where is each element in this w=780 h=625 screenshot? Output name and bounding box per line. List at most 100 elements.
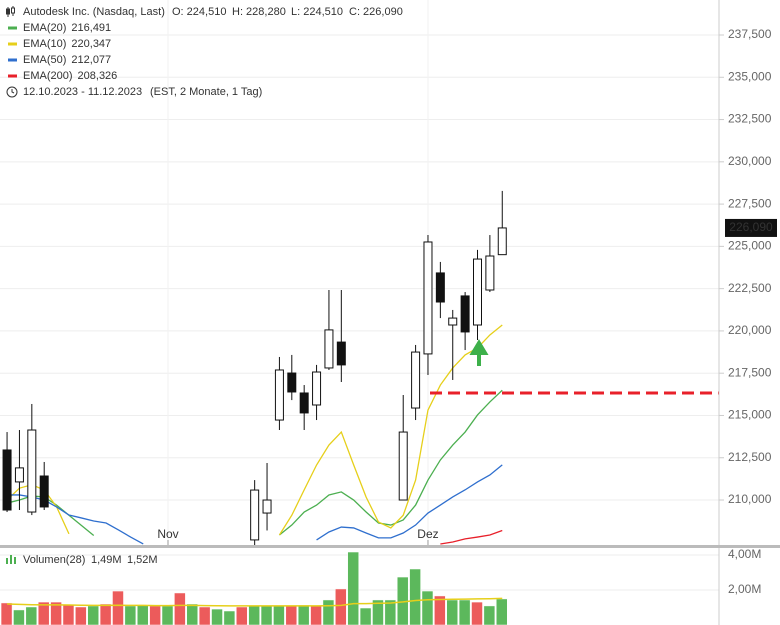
volume-bar <box>211 608 223 625</box>
candle-body <box>250 489 260 541</box>
last-price-label: 226,090 <box>729 220 773 234</box>
panel-separator <box>0 545 780 548</box>
legend-name: EMA(200) <box>23 70 73 82</box>
candle-body <box>27 429 37 513</box>
volume-bar <box>149 605 161 625</box>
volume-bar <box>174 592 186 625</box>
grid <box>0 0 719 591</box>
volume-bar <box>458 599 471 625</box>
candle-body <box>39 475 49 508</box>
volume-bar <box>335 588 347 625</box>
volume-icon <box>6 555 16 564</box>
candle-body <box>324 329 334 369</box>
quote: L: 224,510 <box>291 6 343 18</box>
candle-body <box>460 295 470 333</box>
legend-name: EMA(10) <box>23 38 66 50</box>
last-price-tag <box>725 218 777 237</box>
y-tick-label: 227,500 <box>728 196 772 210</box>
volume-bar <box>25 606 38 625</box>
ema-line <box>6 484 70 535</box>
quote: H: 228,280 <box>232 6 286 18</box>
volume-bar <box>124 605 137 625</box>
volume-bar <box>310 605 322 625</box>
candle-body <box>299 392 309 414</box>
candle-body <box>497 227 507 256</box>
date-range: 12.10.2023 - 11.12.2023 <box>23 86 142 98</box>
volume-bar <box>471 601 483 625</box>
ema-line <box>440 529 503 545</box>
y-tick-label: 222,500 <box>728 281 772 295</box>
x-tick-label: Nov <box>157 527 178 541</box>
candle-body <box>14 467 24 483</box>
volume-bar <box>322 599 335 625</box>
volume-name: Volumen(28) <box>23 554 85 566</box>
legend-value: 212,077 <box>71 54 111 66</box>
y-tick-label: 220,000 <box>728 323 772 337</box>
y-tick-label: 230,000 <box>728 154 772 168</box>
volume-bar <box>297 604 310 625</box>
ema-line <box>278 324 503 536</box>
candle-body <box>473 258 482 326</box>
volume-bar <box>483 605 496 625</box>
title: Autodesk Inc. (Nasdaq, Last) <box>23 6 165 18</box>
y-tick-label: 212,500 <box>728 450 772 464</box>
volume-bar <box>50 601 62 625</box>
y-tick-label: 217,500 <box>728 365 772 379</box>
volume-bar <box>260 605 273 625</box>
volume-average-value: 1,52M <box>127 554 158 566</box>
legend-value: 220,347 <box>71 38 111 50</box>
volume-bar <box>409 568 421 625</box>
volume-bar <box>112 590 124 625</box>
volume-bar <box>347 551 359 625</box>
legend-value: 216,491 <box>71 22 111 34</box>
volume-bar <box>223 610 236 625</box>
volume-bar <box>446 599 458 625</box>
clock-icon <box>6 86 18 98</box>
candle-body <box>398 431 408 501</box>
candle-body <box>423 241 433 355</box>
y-tick-label: 4,00M <box>728 547 761 561</box>
legend-value: 208,326 <box>78 70 118 82</box>
volume-bar <box>13 609 25 625</box>
candle-body <box>2 449 12 511</box>
volume-average-line <box>7 597 503 607</box>
candle-body <box>485 255 495 291</box>
ema-line <box>6 495 95 537</box>
price-panel <box>2 190 719 545</box>
y-tick-label: 215,000 <box>728 408 772 422</box>
volume-bar <box>359 607 372 625</box>
volume-bar <box>99 603 112 625</box>
volume-bar <box>421 590 434 625</box>
volume-bar <box>75 606 87 625</box>
volume-bar <box>236 606 248 625</box>
volume-panel <box>0 551 508 625</box>
volume-bar <box>434 595 446 625</box>
candle-body <box>336 341 346 366</box>
candle-body <box>435 272 445 303</box>
axis: 210,000 212,500 215,000 217,500 220,000 222,5… <box>157 27 777 596</box>
icon <box>6 6 15 17</box>
legend-name: EMA(20) <box>23 22 66 34</box>
volume-bar <box>37 601 50 625</box>
quote: O: 224,510 <box>172 6 226 18</box>
y-tick-label: 210,000 <box>728 492 772 506</box>
arrow <box>469 339 489 366</box>
candle-body <box>312 371 322 406</box>
y-tick-label: 2,00M <box>728 582 761 596</box>
volume-bar <box>273 605 285 625</box>
date-note: (EST, 2 Monate, 1 Tag) <box>150 86 262 98</box>
volume-bar <box>87 605 99 625</box>
y-tick-label: 225,000 <box>728 239 772 253</box>
volume-bar <box>198 606 211 625</box>
candle-body <box>274 369 284 421</box>
y-tick-label: 235,000 <box>728 69 772 83</box>
volume-bar <box>496 598 508 625</box>
ema-line <box>316 464 503 541</box>
x-tick-label: Dez <box>417 527 438 541</box>
legend: Autodesk Inc. (Nasdaq, Last) O: 224,510 … <box>6 6 403 566</box>
clock-icon <box>11 89 15 94</box>
volume-bar <box>136 604 149 625</box>
volume-bar <box>285 605 298 625</box>
